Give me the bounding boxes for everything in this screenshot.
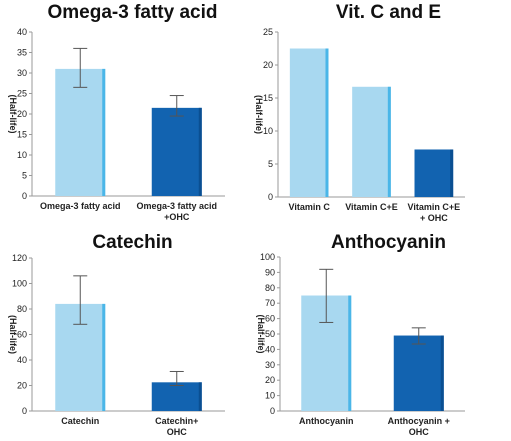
y-tick-label: 60 <box>17 330 27 340</box>
bar-edge <box>102 303 106 411</box>
y-tick-label: 0 <box>22 191 27 201</box>
y-axis-label: (Half-life) <box>256 315 266 354</box>
y-tick-label: 20 <box>17 109 27 119</box>
y-tick-label: 20 <box>263 60 273 70</box>
y-tick-label: 25 <box>263 27 273 37</box>
y-tick-label: 10 <box>17 150 27 160</box>
y-tick-label: 25 <box>17 89 27 99</box>
y-tick-label: 0 <box>268 192 273 202</box>
y-tick-label: 40 <box>17 27 27 37</box>
chart-svg: 0 10 20 30 40 50 60 70 80 90 100 (Half-life) Anthocy… <box>256 252 465 437</box>
chart-title: Anthocyanin <box>330 232 447 253</box>
y-tick-label: 100 <box>260 252 275 262</box>
y-tick-label: 0 <box>22 406 27 416</box>
chart-title: Vit. C and E <box>335 2 442 23</box>
y-tick-label: 120 <box>12 253 27 263</box>
bar-edge <box>102 68 106 196</box>
bar-edge <box>450 149 454 197</box>
y-tick-label: 90 <box>265 267 275 277</box>
bar <box>151 382 202 411</box>
y-tick-label: 30 <box>17 68 27 78</box>
bar <box>393 335 444 411</box>
category-label: OHC <box>167 427 188 437</box>
y-axis-label: (Half-life) <box>8 315 18 354</box>
y-tick-label: 40 <box>17 355 27 365</box>
bar <box>352 86 391 197</box>
chart-panel-omega3: Omega-3 fatty acid 0 5 10 15 20 25 30 35 40 (Half… <box>0 0 255 222</box>
category-label: +OHC <box>164 212 190 222</box>
chart-svg: 0 20 40 60 80 100 120 (Half-life) Catechin Catech… <box>8 253 225 437</box>
bar <box>55 68 106 196</box>
category-label: Vitamin C+E <box>408 202 461 212</box>
bar-edge <box>325 48 329 197</box>
category-label: + OHC <box>420 213 448 223</box>
chart-svg: 0 5 10 15 20 25 30 35 40 (Half-life) Omega-3 fatty… <box>8 27 225 222</box>
category-label: Catechin+ <box>155 416 198 426</box>
chart-panel-anthocyanin: Anthocyanin 0 10 20 30 40 50 60 70 80 90 100 (Half-… <box>256 228 511 441</box>
y-tick-label: 50 <box>265 329 275 339</box>
category-label: Omega-3 fatty acid <box>136 201 217 211</box>
y-tick-label: 15 <box>263 93 273 103</box>
chart-svg: 0 5 10 15 20 25 (Half-life) Vitamin C Vitamin C+… <box>254 27 465 223</box>
category-label: Omega-3 fatty acid <box>40 201 121 211</box>
bar-edge <box>198 382 202 411</box>
y-tick-label: 5 <box>22 171 27 181</box>
chart-title: Omega-3 fatty acid <box>47 2 218 23</box>
chart-title: Catechin <box>92 232 173 253</box>
y-tick-label: 20 <box>17 381 27 391</box>
bar-edge <box>348 295 352 411</box>
y-axis-label: (Half-life) <box>254 95 264 134</box>
chart-panel-vit-c-e: Vit. C and E 0 5 10 15 20 25 (Half-life) Vitami… <box>254 0 511 223</box>
bar <box>414 149 454 197</box>
y-tick-label: 35 <box>17 48 27 58</box>
chart-panel-catechin: Catechin 0 20 40 60 80 100 120 (Half-life) Catec… <box>0 228 255 441</box>
bar-edge <box>440 335 444 411</box>
category-label: Vitamin C+E <box>345 202 398 212</box>
y-tick-label: 20 <box>265 375 275 385</box>
bar <box>289 48 329 197</box>
y-axis-label: (Half-life) <box>8 95 18 134</box>
category-label: Vitamin C <box>288 202 330 212</box>
y-tick-label: 70 <box>265 298 275 308</box>
category-label: Catechin <box>61 416 99 426</box>
category-label: OHC <box>409 427 430 437</box>
y-tick-label: 40 <box>265 344 275 354</box>
y-tick-label: 0 <box>270 406 275 416</box>
bar-edge <box>198 107 202 196</box>
y-tick-label: 60 <box>265 314 275 324</box>
y-tick-label: 30 <box>265 360 275 370</box>
bar <box>151 107 202 196</box>
y-tick-label: 5 <box>268 159 273 169</box>
y-tick-label: 100 <box>12 279 27 289</box>
category-label: Anthocyanin + <box>388 416 450 426</box>
y-tick-label: 80 <box>265 283 275 293</box>
y-tick-label: 80 <box>17 304 27 314</box>
category-label: Anthocyanin <box>299 416 354 426</box>
y-tick-label: 10 <box>263 126 273 136</box>
y-tick-label: 10 <box>265 391 275 401</box>
bar-edge <box>387 86 391 197</box>
y-tick-label: 15 <box>17 130 27 140</box>
